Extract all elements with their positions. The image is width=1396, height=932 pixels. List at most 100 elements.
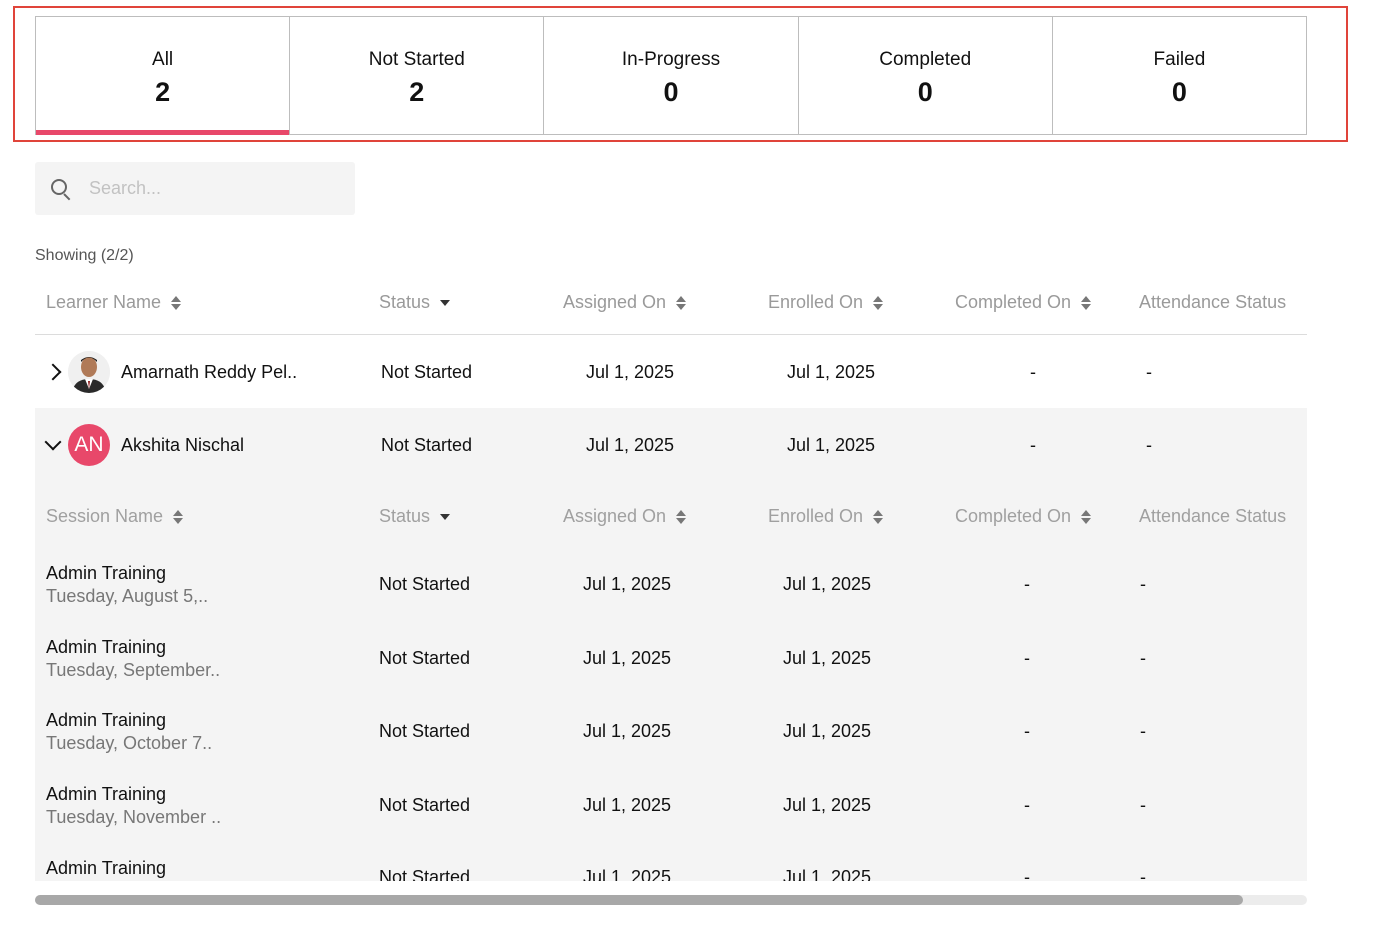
- sort-icon: [873, 509, 884, 525]
- header-attendance-status[interactable]: Attendance Status: [1139, 292, 1286, 313]
- session-row[interactable]: Admin Training Tuesday, August 5,.. Not …: [35, 562, 1307, 635]
- session-title: Admin Training: [46, 563, 167, 583]
- header-enrolled-on[interactable]: Enrolled On: [768, 506, 884, 527]
- avatar: AN: [68, 408, 110, 482]
- completed-on: -: [1024, 795, 1030, 815]
- header-completed-on[interactable]: Completed On: [955, 506, 1092, 527]
- session-row[interactable]: Admin Training Tuesday, September.. Not …: [35, 636, 1307, 709]
- session-row[interactable]: Admin Training Not Started Jul 1, 2025 J…: [35, 857, 1307, 881]
- header-learner-name[interactable]: Learner Name: [46, 292, 182, 313]
- session-status: Not Started: [379, 867, 471, 881]
- table-row[interactable]: AN Akshita Nischal Not Started Jul 1, 20…: [35, 408, 1307, 482]
- session-row[interactable]: Admin Training Tuesday, October 7.. Not …: [35, 709, 1307, 782]
- tab-in-progress[interactable]: In-Progress 0: [544, 17, 799, 134]
- enrolled-on: Jul 1, 2025: [783, 648, 872, 668]
- tab-all[interactable]: All 2: [36, 17, 291, 135]
- tab-label: In-Progress: [621, 49, 721, 70]
- assigned-on: Jul 1, 2025: [583, 795, 672, 815]
- chevron-right-icon: [44, 363, 62, 381]
- sort-icon: [173, 509, 184, 525]
- header-label: Attendance Status: [1139, 506, 1287, 526]
- header-session-name[interactable]: Session Name: [46, 506, 184, 527]
- session-date: Tuesday, October 7..: [46, 733, 213, 753]
- header-label: Status: [379, 292, 431, 312]
- completed-on: -: [1024, 648, 1030, 668]
- session-title: Admin Training: [46, 637, 167, 657]
- tab-label: Not Started: [368, 49, 465, 70]
- tab-label: All: [152, 49, 174, 70]
- attendance-status: -: [1146, 434, 1152, 455]
- session-date: Tuesday, August 5,..: [46, 586, 209, 606]
- header-label: Assigned On: [563, 506, 667, 526]
- tab-failed[interactable]: Failed 0: [1053, 17, 1306, 134]
- attendance-status: -: [1146, 361, 1152, 382]
- header-assigned-on[interactable]: Assigned On: [563, 506, 687, 527]
- header-label: Enrolled On: [768, 292, 864, 312]
- session-status: Not Started: [379, 795, 471, 815]
- learner-name[interactable]: Amarnath Reddy Pel..: [121, 361, 298, 382]
- avatar: [68, 335, 110, 409]
- assigned-on: Jul 1, 2025: [583, 574, 672, 594]
- sort-icon: [676, 295, 687, 311]
- tab-count: 0: [663, 77, 679, 107]
- caret-down-icon: [440, 299, 451, 306]
- learner-status: Not Started: [381, 434, 473, 455]
- tab-not-started[interactable]: Not Started 2: [290, 17, 545, 134]
- enrolled-on: Jul 1, 2025: [787, 361, 876, 382]
- horizontal-scrollbar[interactable]: [35, 895, 1307, 905]
- sort-icon: [676, 509, 687, 525]
- search-icon: [50, 178, 72, 200]
- chevron-down-icon: [44, 433, 62, 451]
- scrollbar-thumb[interactable]: [35, 895, 1244, 905]
- learner-name[interactable]: Akshita Nischal: [121, 434, 245, 455]
- person-icon: [68, 351, 110, 393]
- header-attendance-status[interactable]: Attendance Status: [1139, 506, 1286, 527]
- enrolled-on: Jul 1, 2025: [783, 574, 872, 594]
- tab-label: Completed: [879, 49, 972, 70]
- header-label: Session Name: [46, 506, 164, 526]
- header-status[interactable]: Status: [379, 506, 451, 527]
- session-title: Admin Training: [46, 858, 167, 878]
- tab-count: 0: [917, 77, 933, 107]
- header-enrolled-on[interactable]: Enrolled On: [768, 292, 884, 313]
- enrolled-on: Jul 1, 2025: [783, 721, 872, 741]
- header-completed-on[interactable]: Completed On: [955, 292, 1092, 313]
- search-input[interactable]: [89, 178, 339, 199]
- completed-on: -: [1030, 434, 1036, 455]
- table-row[interactable]: Amarnath Reddy Pel.. Not Started Jul 1, …: [35, 335, 1307, 409]
- header-assigned-on[interactable]: Assigned On: [563, 292, 687, 313]
- learners-table: Learner Name Status Assigned On Enrolled…: [35, 278, 1307, 881]
- session-date: Tuesday, September..: [46, 660, 221, 680]
- completed-on: -: [1030, 361, 1036, 382]
- tab-count: 2: [409, 77, 425, 107]
- header-status[interactable]: Status: [379, 292, 451, 313]
- assigned-on: Jul 1, 2025: [583, 648, 672, 668]
- session-name[interactable]: Admin Training Tuesday, November ..: [46, 783, 221, 829]
- header-label: Completed On: [955, 292, 1072, 312]
- session-name[interactable]: Admin Training: [46, 857, 166, 880]
- session-name[interactable]: Admin Training Tuesday, October 7..: [46, 709, 212, 755]
- search-box: [35, 162, 355, 215]
- highlight-frame: [13, 6, 1348, 142]
- sessions-subtable: Session Name Status Assigned On Enrolled…: [35, 482, 1307, 881]
- sort-icon: [1081, 509, 1092, 525]
- avatar-photo: [68, 351, 110, 393]
- session-status: Not Started: [379, 574, 471, 594]
- session-name[interactable]: Admin Training Tuesday, September..: [46, 636, 220, 682]
- session-status: Not Started: [379, 721, 471, 741]
- attendance-status: -: [1140, 795, 1146, 815]
- session-name[interactable]: Admin Training Tuesday, August 5,..: [46, 562, 208, 608]
- tab-completed[interactable]: Completed 0: [799, 17, 1053, 134]
- header-label: Status: [379, 506, 431, 526]
- avatar-initials: AN: [68, 424, 110, 466]
- session-title: Admin Training: [46, 710, 167, 730]
- sort-icon: [873, 295, 884, 311]
- attendance-status: -: [1140, 721, 1146, 741]
- expand-toggle[interactable]: [44, 335, 62, 409]
- assigned-on: Jul 1, 2025: [586, 434, 675, 455]
- attendance-status: -: [1140, 648, 1146, 668]
- session-row[interactable]: Admin Training Tuesday, November .. Not …: [35, 783, 1307, 856]
- sort-icon: [171, 295, 182, 311]
- attendance-status: -: [1140, 867, 1146, 881]
- expand-toggle[interactable]: [44, 408, 62, 482]
